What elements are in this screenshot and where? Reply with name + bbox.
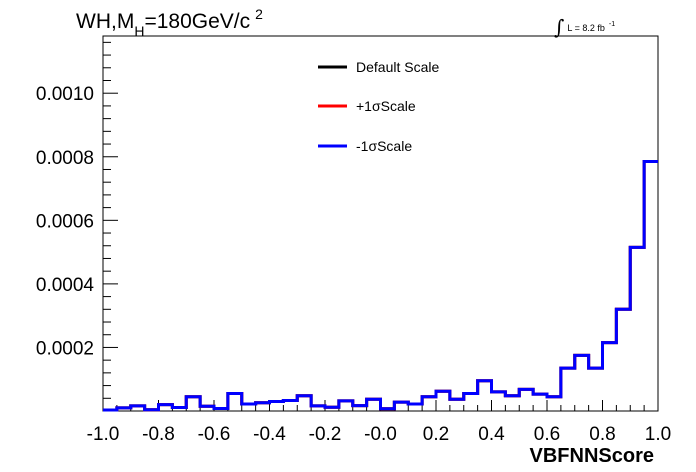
legend-entry-plus1sigma: +1σScale: [318, 98, 416, 114]
title-prefix: WH,M: [76, 10, 134, 33]
luminosity-label: ∫ L = 8.2 fb -1: [554, 15, 615, 39]
integral-symbol: ∫: [554, 15, 564, 39]
x-tick-label: -0.0: [364, 424, 397, 445]
series-plus1sigma-line: [103, 160, 658, 412]
x-tick-label: -0.8: [142, 424, 175, 445]
luminosity-text: L = 8.2 fb: [567, 23, 604, 33]
title-middle: =180GeV/c: [144, 10, 250, 33]
x-axis-label: VBFNNScore: [530, 445, 654, 467]
legend-entry-default: Default Scale: [318, 59, 439, 75]
y-tick-label: 0.0008: [36, 148, 94, 169]
x-tick-label: -1.0: [87, 424, 120, 445]
series-layer: [103, 160, 658, 412]
y-tick-label: 0.0010: [36, 84, 94, 105]
legend-label-plus1sigma: +1σScale: [356, 98, 416, 114]
x-tick-label: 0.2: [423, 424, 449, 445]
x-tick-label: 0.8: [589, 424, 615, 445]
series-default-line: [103, 160, 658, 412]
legend-label-default: Default Scale: [356, 59, 439, 75]
series-minus1sigma-line: [103, 160, 658, 412]
x-tick-label: 0.4: [478, 424, 505, 445]
legend-label-minus1sigma: -1σScale: [356, 138, 412, 154]
chart-title: WH,MH=180GeV/c 2: [76, 6, 263, 39]
y-tick-label: 0.0002: [36, 338, 94, 359]
legend-entry-minus1sigma: -1σScale: [318, 138, 412, 154]
x-tick-label: 1.0: [645, 424, 671, 445]
y-tick-label: 0.0004: [36, 275, 95, 296]
x-tick-label: -0.2: [309, 424, 342, 445]
x-tick-label: -0.4: [253, 424, 286, 445]
legend: Default Scale +1σScale -1σScale: [318, 59, 439, 154]
x-tick-label: 0.6: [534, 424, 560, 445]
x-tick-label: -0.6: [198, 424, 231, 445]
title-subscript: H: [134, 23, 144, 39]
luminosity-superscript: -1: [609, 21, 615, 28]
y-axis: 0.0002 0.0004 0.0006 0.0008 0.0010: [36, 41, 118, 399]
title-superscript: 2: [255, 6, 263, 22]
y-tick-label: 0.0006: [36, 211, 94, 232]
